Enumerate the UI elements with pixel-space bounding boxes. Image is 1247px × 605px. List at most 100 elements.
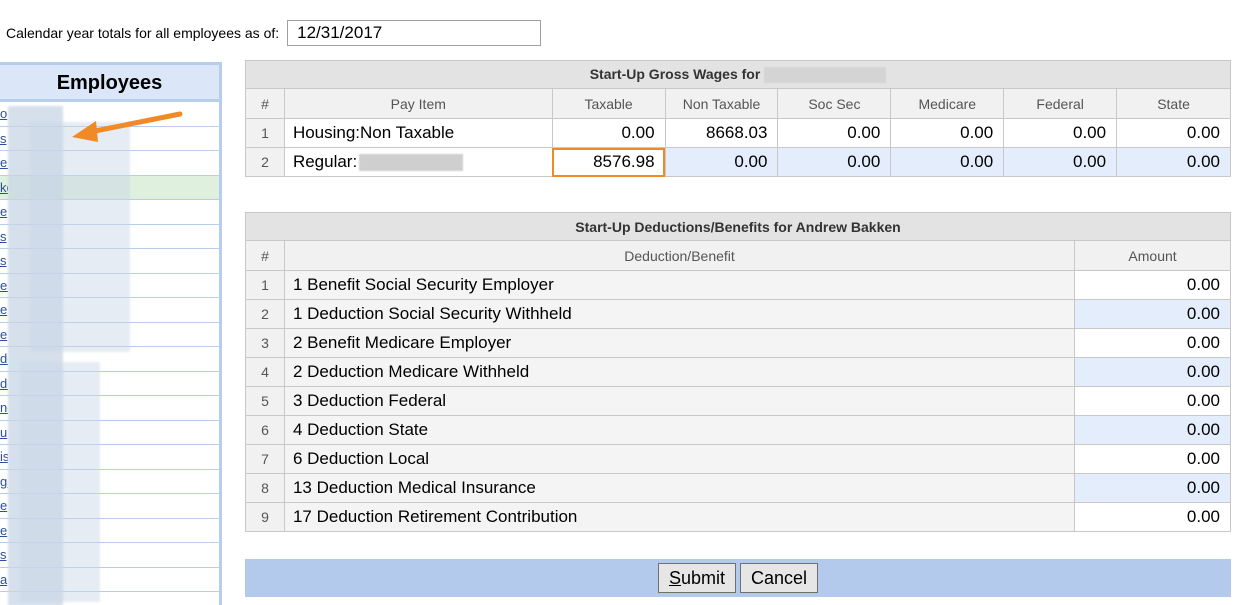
employee-row[interactable]: do <box>0 347 219 372</box>
orange-arrow-annotation <box>72 111 183 142</box>
gross-wages-table: Start-Up Gross Wages for # Pay Item Taxa… <box>245 60 1231 177</box>
deduction-name: 13 Deduction Medical Insurance <box>283 473 1076 503</box>
employee-link[interactable]: e <box>0 498 8 513</box>
employee-link[interactable]: er <box>0 155 8 170</box>
employee-link[interactable]: e <box>0 302 8 317</box>
employees-header: Employees <box>0 62 219 102</box>
employee-row[interactable]: ne <box>0 396 219 421</box>
employee-link[interactable]: is <box>0 449 8 464</box>
employee-link[interactable]: e <box>0 522 8 538</box>
deductions-title: Start-Up Deductions/Benefits for Andrew … <box>245 212 1231 241</box>
medicare-cell[interactable]: 0.00 <box>890 118 1005 148</box>
submit-button[interactable]: Submit <box>657 563 736 593</box>
deduction-name: 4 Deduction State <box>283 415 1076 445</box>
column-header: Medicare <box>890 88 1005 119</box>
pay-item: Housing:Non Taxable <box>283 118 553 148</box>
employee-row[interactable]: de <box>0 372 219 396</box>
amount-cell[interactable]: 0.00 <box>1074 270 1231 300</box>
employee-row[interactable]: e <box>0 298 219 323</box>
employee-row[interactable]: s <box>0 225 219 249</box>
column-header: Non Taxable <box>664 88 779 119</box>
employee-link[interactable]: s <box>0 253 7 268</box>
employee-link[interactable]: s <box>0 130 7 146</box>
taxable-cell[interactable]: 0.00 <box>551 118 666 148</box>
amount-cell[interactable]: 0.00 <box>1074 502 1231 532</box>
employee-row[interactable]: a <box>0 568 219 592</box>
table-row: 9 17 Deduction Retirement Contribution 0.0… <box>245 502 1231 532</box>
employee-link[interactable]: s <box>0 547 7 562</box>
deduction-name: 2 Deduction Medicare Withheld <box>283 357 1076 387</box>
amount-cell[interactable]: 0.00 <box>1074 299 1231 329</box>
federal-cell[interactable]: 0.00 <box>1003 147 1118 177</box>
non-taxable-cell[interactable]: 8668.03 <box>664 118 779 148</box>
redaction-blur <box>8 106 63 605</box>
column-header: Pay Item <box>283 88 553 119</box>
employee-row[interactable]: e <box>0 323 219 347</box>
amount-cell[interactable]: 0.00 <box>1074 415 1231 445</box>
state-cell[interactable]: 0.00 <box>1116 147 1231 177</box>
employee-row[interactable]: u <box>0 421 219 445</box>
cancel-button[interactable]: Cancel <box>740 563 819 593</box>
employee-link[interactable]: s <box>0 228 7 244</box>
employee-link[interactable]: ke <box>0 179 8 195</box>
deductions-table: Start-Up Deductions/Benefits for Andrew … <box>245 212 1231 532</box>
non-taxable-cell[interactable]: 0.00 <box>664 147 779 177</box>
amount-cell[interactable]: 0.00 <box>1074 444 1231 474</box>
table-row: 1 Housing:Non Taxable 0.00 8668.03 0.00 … <box>245 118 1231 148</box>
amount-cell[interactable]: 0.00 <box>1074 357 1231 387</box>
table-row: 8 13 Deduction Medical Insurance 0.00 <box>245 473 1231 503</box>
employee-link[interactable]: a <box>0 571 8 587</box>
row-number: 6 <box>245 415 285 445</box>
employee-link[interactable]: e <box>0 204 8 219</box>
employee-row[interactable]: e <box>0 494 219 519</box>
employee-link[interactable]: es <box>0 277 8 293</box>
amount-cell[interactable]: 0.00 <box>1074 386 1231 416</box>
employee-link[interactable]: e <box>0 326 8 342</box>
employee-row[interactable]: s <box>0 249 219 274</box>
employee-row[interactable]: e <box>0 200 219 225</box>
medicare-cell[interactable]: 0.00 <box>890 147 1005 177</box>
employee-link[interactable]: do <box>0 351 8 366</box>
employee-row[interactable]: e <box>0 519 219 543</box>
column-header: # <box>245 88 285 119</box>
soc-sec-cell[interactable]: 0.00 <box>777 118 892 148</box>
employee-row[interactable]: er <box>0 151 219 176</box>
as-of-date-input[interactable] <box>287 20 542 46</box>
federal-cell[interactable]: 0.00 <box>1003 118 1118 148</box>
action-bar: Submit Cancel <box>245 559 1231 597</box>
column-header: State <box>1116 88 1231 119</box>
employee-row[interactable]: is <box>0 445 219 470</box>
employee-link[interactable]: o <box>0 106 8 121</box>
employee-row[interactable]: gs <box>0 470 219 494</box>
state-cell[interactable]: 0.00 <box>1116 118 1231 148</box>
employee-row[interactable]: s <box>0 127 219 151</box>
submit-label: ubmit <box>680 567 725 588</box>
pay-item: Regular: <box>283 147 553 177</box>
row-number: 4 <box>245 357 285 387</box>
pay-item-label: Regular: <box>292 152 358 171</box>
employee-row[interactable]: s <box>0 543 219 568</box>
employee-link[interactable]: ne <box>0 400 8 415</box>
soc-sec-cell[interactable]: 0.00 <box>777 147 892 177</box>
employee-link[interactable]: u <box>0 424 8 440</box>
redacted-pay-item <box>359 154 464 172</box>
as-of-row: Calendar year totals for all employees a… <box>6 18 542 48</box>
row-number: 3 <box>245 328 285 358</box>
taxable-cell-highlighted[interactable]: 8576.98 <box>551 147 666 177</box>
row-number: 5 <box>245 386 285 416</box>
submit-accesskey: S <box>668 567 681 588</box>
employee-link[interactable]: de <box>0 375 8 391</box>
employee-link[interactable]: gs <box>0 473 8 489</box>
as-of-label: Calendar year totals for all employees a… <box>6 25 280 41</box>
deduction-name: 1 Deduction Social Security Withheld <box>283 299 1076 329</box>
row-number: 9 <box>245 502 285 532</box>
amount-cell[interactable]: 0.00 <box>1074 473 1231 503</box>
deduction-name: 2 Benefit Medicare Employer <box>283 328 1076 358</box>
amount-cell[interactable]: 0.00 <box>1074 328 1231 358</box>
employee-row[interactable]: es <box>0 274 219 298</box>
wages-header-row: # Pay Item Taxable Non Taxable Soc Sec M… <box>245 88 1231 119</box>
